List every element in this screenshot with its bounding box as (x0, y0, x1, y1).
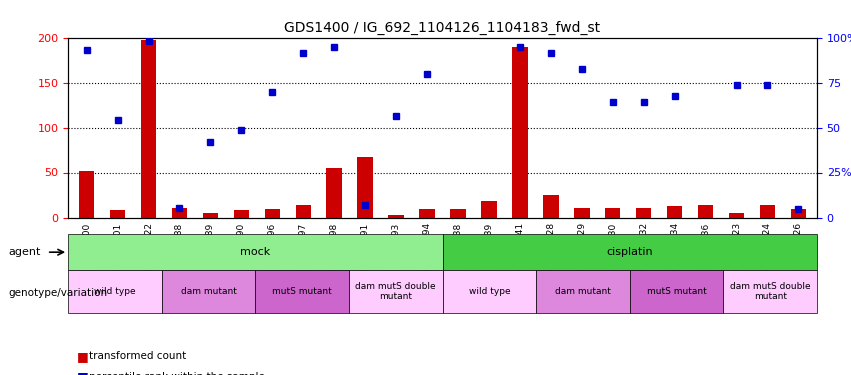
Bar (388, 215, 404, 217)
Text: mutS mutant: mutS mutant (647, 287, 706, 296)
FancyBboxPatch shape (349, 270, 443, 313)
FancyBboxPatch shape (630, 270, 723, 313)
Bar (265, 209, 280, 218)
Bar (512, 46, 528, 217)
Bar (357, 157, 373, 218)
Text: dam mutS double
mutant: dam mutS double mutant (356, 282, 436, 301)
Bar (698, 205, 713, 218)
Text: dam mutant: dam mutant (555, 287, 611, 296)
Bar (450, 209, 465, 218)
Text: dam mutS double
mutant: dam mutS double mutant (730, 282, 810, 301)
Bar (667, 206, 683, 218)
Text: genotype/variation: genotype/variation (9, 288, 107, 297)
Bar (203, 213, 218, 217)
Bar (79, 171, 94, 217)
Text: mutS mutant: mutS mutant (272, 287, 332, 296)
FancyBboxPatch shape (443, 234, 817, 270)
Bar (172, 208, 187, 218)
Text: transformed count: transformed count (89, 351, 186, 361)
Bar (295, 205, 311, 218)
FancyBboxPatch shape (536, 270, 630, 313)
Bar (481, 201, 497, 217)
Bar (791, 209, 806, 218)
Bar (760, 205, 775, 218)
Title: GDS1400 / IG_692_1104126_1104183_fwd_st: GDS1400 / IG_692_1104126_1104183_fwd_st (284, 21, 601, 35)
FancyBboxPatch shape (68, 234, 443, 270)
Text: dam mutant: dam mutant (180, 287, 237, 296)
Text: mock: mock (240, 247, 271, 257)
Bar (140, 40, 157, 218)
FancyBboxPatch shape (68, 270, 162, 313)
Bar (605, 208, 620, 218)
Bar (574, 208, 590, 218)
FancyBboxPatch shape (443, 270, 536, 313)
Text: wild type: wild type (469, 287, 510, 296)
Text: agent: agent (9, 247, 41, 257)
Text: percentile rank within the sample: percentile rank within the sample (89, 372, 266, 375)
Text: ■: ■ (77, 370, 89, 375)
Bar (234, 210, 249, 218)
Bar (728, 213, 745, 217)
Bar (420, 209, 435, 218)
FancyBboxPatch shape (255, 270, 349, 313)
Bar (636, 208, 651, 218)
Bar (543, 195, 558, 217)
Bar (327, 168, 342, 217)
Bar (110, 210, 125, 218)
Text: wild type: wild type (94, 287, 135, 296)
Text: cisplatin: cisplatin (607, 247, 653, 257)
FancyBboxPatch shape (162, 270, 255, 313)
Text: ■: ■ (77, 350, 89, 363)
FancyBboxPatch shape (723, 270, 817, 313)
